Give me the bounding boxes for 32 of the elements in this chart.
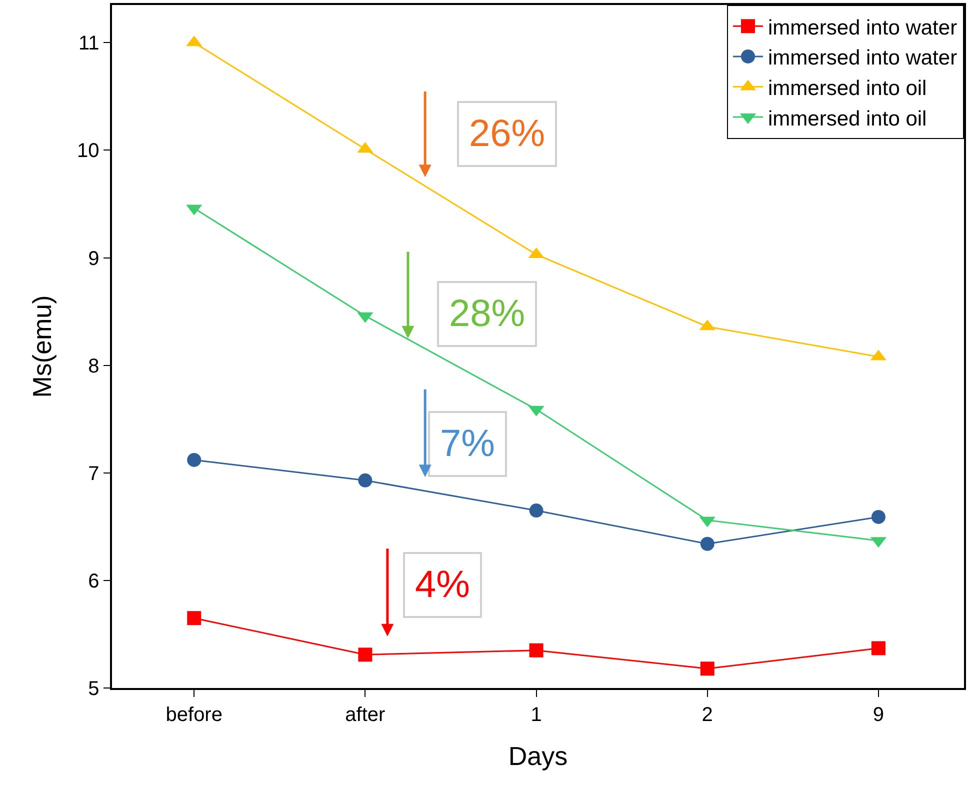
y-axis-title: Ms(emu) bbox=[26, 295, 57, 398]
y-tick-label: 9 bbox=[88, 248, 100, 270]
point bbox=[358, 473, 372, 488]
annotation: 7% bbox=[440, 423, 495, 465]
x-tick-label: 9 bbox=[872, 704, 884, 726]
legend-label: immersed into oil bbox=[768, 107, 927, 130]
x-tick-label: before bbox=[166, 704, 222, 726]
annotation: 28% bbox=[449, 293, 526, 335]
point bbox=[871, 510, 886, 524]
y-tick-label: 7 bbox=[88, 462, 100, 485]
legend-label: immersed into water bbox=[768, 46, 958, 70]
point bbox=[187, 452, 202, 467]
point bbox=[529, 643, 544, 658]
point bbox=[358, 648, 372, 662]
point bbox=[529, 504, 544, 518]
y-tick-label: 5 bbox=[88, 678, 100, 700]
x-axis-title: Days bbox=[508, 740, 568, 771]
y-tick-label: 10 bbox=[77, 140, 100, 162]
legend-label: immersed into water bbox=[768, 16, 958, 40]
point bbox=[187, 611, 202, 626]
x-tick-label: 2 bbox=[702, 704, 713, 726]
legend-label: immersed into oil bbox=[768, 76, 927, 100]
annotation: 4% bbox=[415, 564, 470, 606]
point bbox=[700, 662, 714, 676]
y-tick-label: 11 bbox=[78, 32, 100, 55]
y-tick-label: 8 bbox=[88, 355, 100, 378]
y-tick-label: 6 bbox=[88, 570, 100, 592]
point bbox=[700, 536, 714, 551]
annotation: 26% bbox=[469, 113, 546, 155]
point bbox=[871, 641, 886, 656]
x-tick-label: 1 bbox=[530, 704, 542, 726]
x-tick-label: after bbox=[345, 704, 386, 726]
